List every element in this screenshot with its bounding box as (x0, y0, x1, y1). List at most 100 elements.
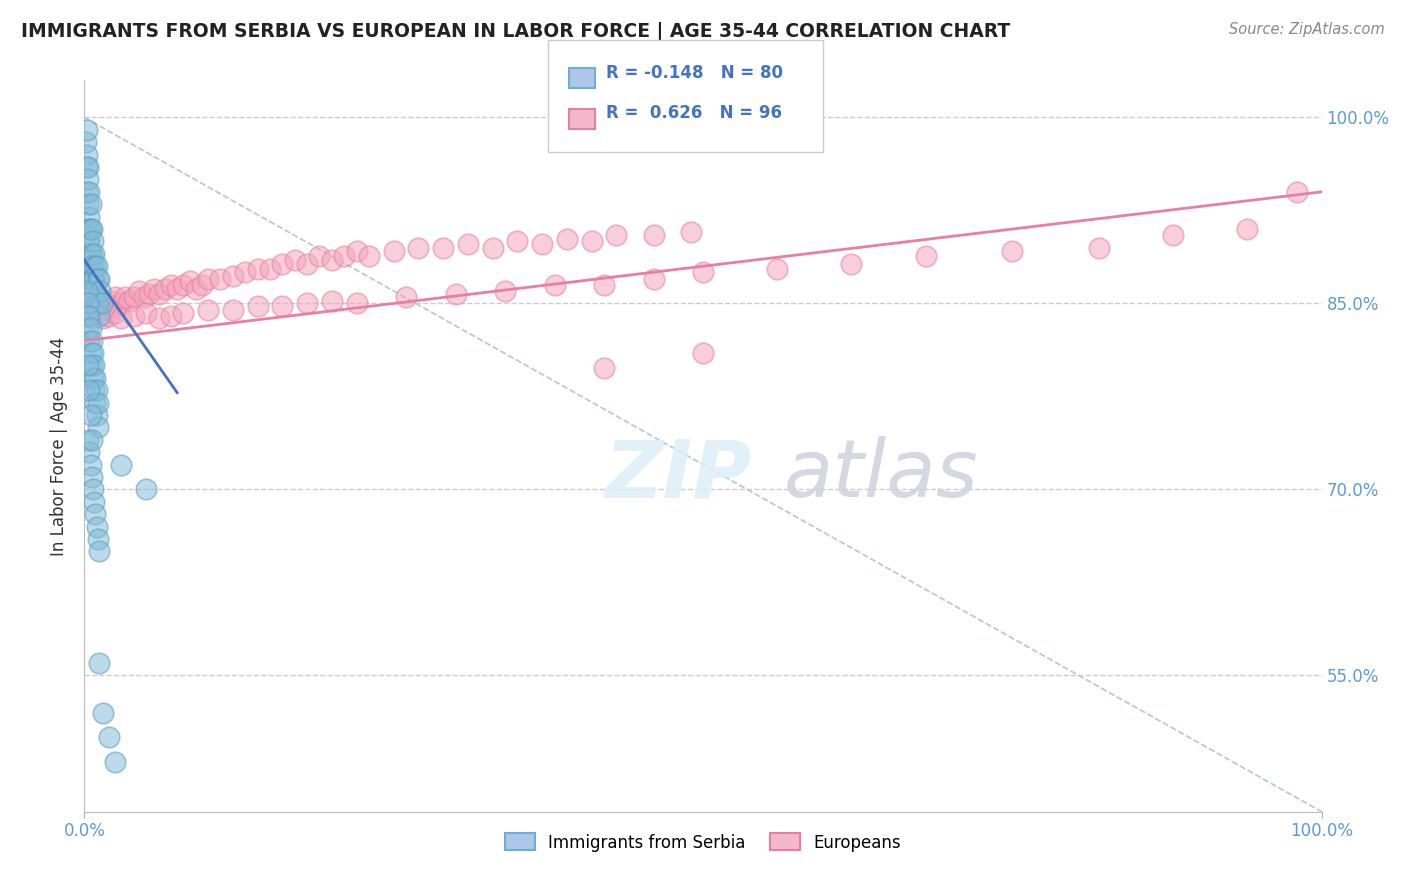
Point (77, 309, 100, 323)
Point (80, 359, 103, 373)
Point (444, 286, 467, 301)
Point (104, 290, 127, 304)
Point (679, 225, 702, 239)
Point (481, 241, 503, 255)
Point (89, 544, 111, 558)
Point (543, 277, 565, 292)
Point (86, 408, 108, 422)
Point (77, 172, 100, 186)
Point (233, 265, 256, 279)
Point (82, 271, 104, 285)
Point (80, 222, 103, 236)
Point (89, 656, 111, 670)
Point (914, 249, 936, 263)
Point (135, 306, 157, 320)
Point (79, 197, 101, 211)
Point (114, 290, 136, 304)
Point (79, 309, 101, 323)
Point (77, 296, 100, 310)
Point (122, 290, 145, 304)
Point (166, 281, 188, 295)
Point (79, 185, 101, 199)
Point (321, 293, 343, 308)
Point (84, 371, 107, 385)
Point (80, 311, 103, 326)
Point (75, 290, 97, 304)
Point (531, 236, 554, 251)
Point (259, 261, 281, 276)
Point (100, 293, 122, 308)
Point (76, 147, 98, 161)
Point (79, 222, 101, 236)
Point (191, 277, 214, 292)
Point (395, 290, 418, 304)
Point (179, 274, 201, 288)
Point (110, 458, 132, 472)
Point (91, 311, 114, 326)
Point (79, 210, 101, 224)
Point (79, 321, 101, 335)
Point (82, 235, 104, 249)
Point (76, 185, 98, 199)
Point (83, 299, 105, 313)
Point (89, 299, 111, 313)
Point (87, 395, 110, 409)
Point (86, 296, 108, 310)
Point (89, 309, 111, 323)
Point (87, 271, 110, 285)
Point (82, 371, 104, 385)
Point (142, 281, 165, 295)
Point (84, 259, 107, 273)
Point (83, 383, 105, 397)
Point (80, 259, 103, 273)
Point (246, 299, 269, 313)
Point (82, 483, 104, 497)
Point (89, 284, 111, 298)
Point (118, 293, 141, 308)
Point (77, 160, 100, 174)
Text: ZIP: ZIP (605, 436, 751, 515)
Point (209, 271, 232, 285)
Point (77, 321, 100, 335)
Text: atlas: atlas (783, 436, 979, 515)
Point (80, 470, 103, 484)
Point (271, 257, 294, 271)
Point (841, 257, 863, 271)
Point (593, 277, 616, 292)
Point (110, 296, 132, 310)
Point (79, 296, 101, 310)
Point (76, 160, 98, 174)
Point (83, 271, 105, 285)
Point (153, 281, 176, 295)
Point (333, 249, 356, 263)
Point (86, 259, 108, 273)
Point (246, 261, 269, 276)
Point (76, 123, 98, 137)
Point (86, 306, 108, 320)
Point (581, 235, 603, 249)
Y-axis label: In Labor Force | Age 35-44: In Labor Force | Age 35-44 (51, 336, 69, 556)
Point (77, 359, 100, 373)
Point (766, 261, 789, 276)
Point (432, 241, 454, 255)
Point (138, 286, 160, 301)
Point (494, 284, 516, 298)
Point (197, 271, 219, 285)
Point (1161, 228, 1184, 243)
Point (79, 259, 101, 273)
Point (148, 286, 170, 301)
Point (346, 296, 368, 310)
Point (284, 253, 307, 268)
Point (79, 383, 101, 397)
Point (77, 433, 100, 447)
Point (110, 311, 132, 326)
Point (132, 290, 155, 304)
Point (80, 271, 103, 285)
Point (79, 445, 101, 459)
Point (555, 232, 578, 246)
Point (80, 302, 103, 317)
Point (271, 299, 294, 313)
Point (184, 281, 207, 295)
Point (308, 249, 330, 263)
Point (382, 244, 405, 259)
